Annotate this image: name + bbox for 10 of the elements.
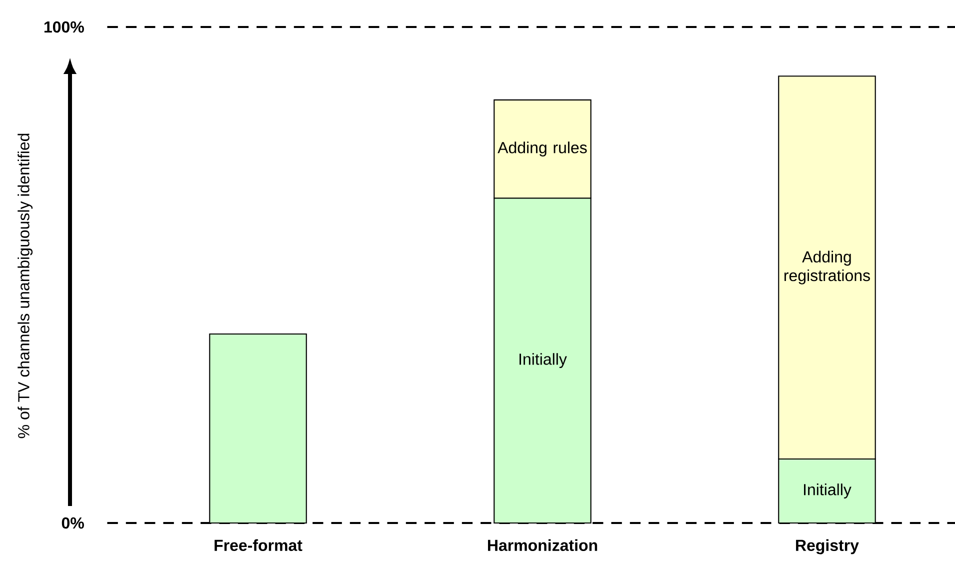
y-axis-title: % of TV channels unambiguously identified <box>18 134 33 438</box>
series-label: Initially <box>520 353 567 368</box>
x-tick-label: Free-format <box>214 539 302 552</box>
text: Initially <box>804 484 852 498</box>
x-tick-label: Harmonization <box>488 539 598 552</box>
series-label: Adding registrations <box>784 250 870 284</box>
x-tick-label: Registry <box>796 539 859 554</box>
series-label: Adding rules <box>498 142 587 156</box>
y-tick-label: 0% <box>62 517 84 529</box>
y-tick-label: 100% <box>44 21 84 33</box>
